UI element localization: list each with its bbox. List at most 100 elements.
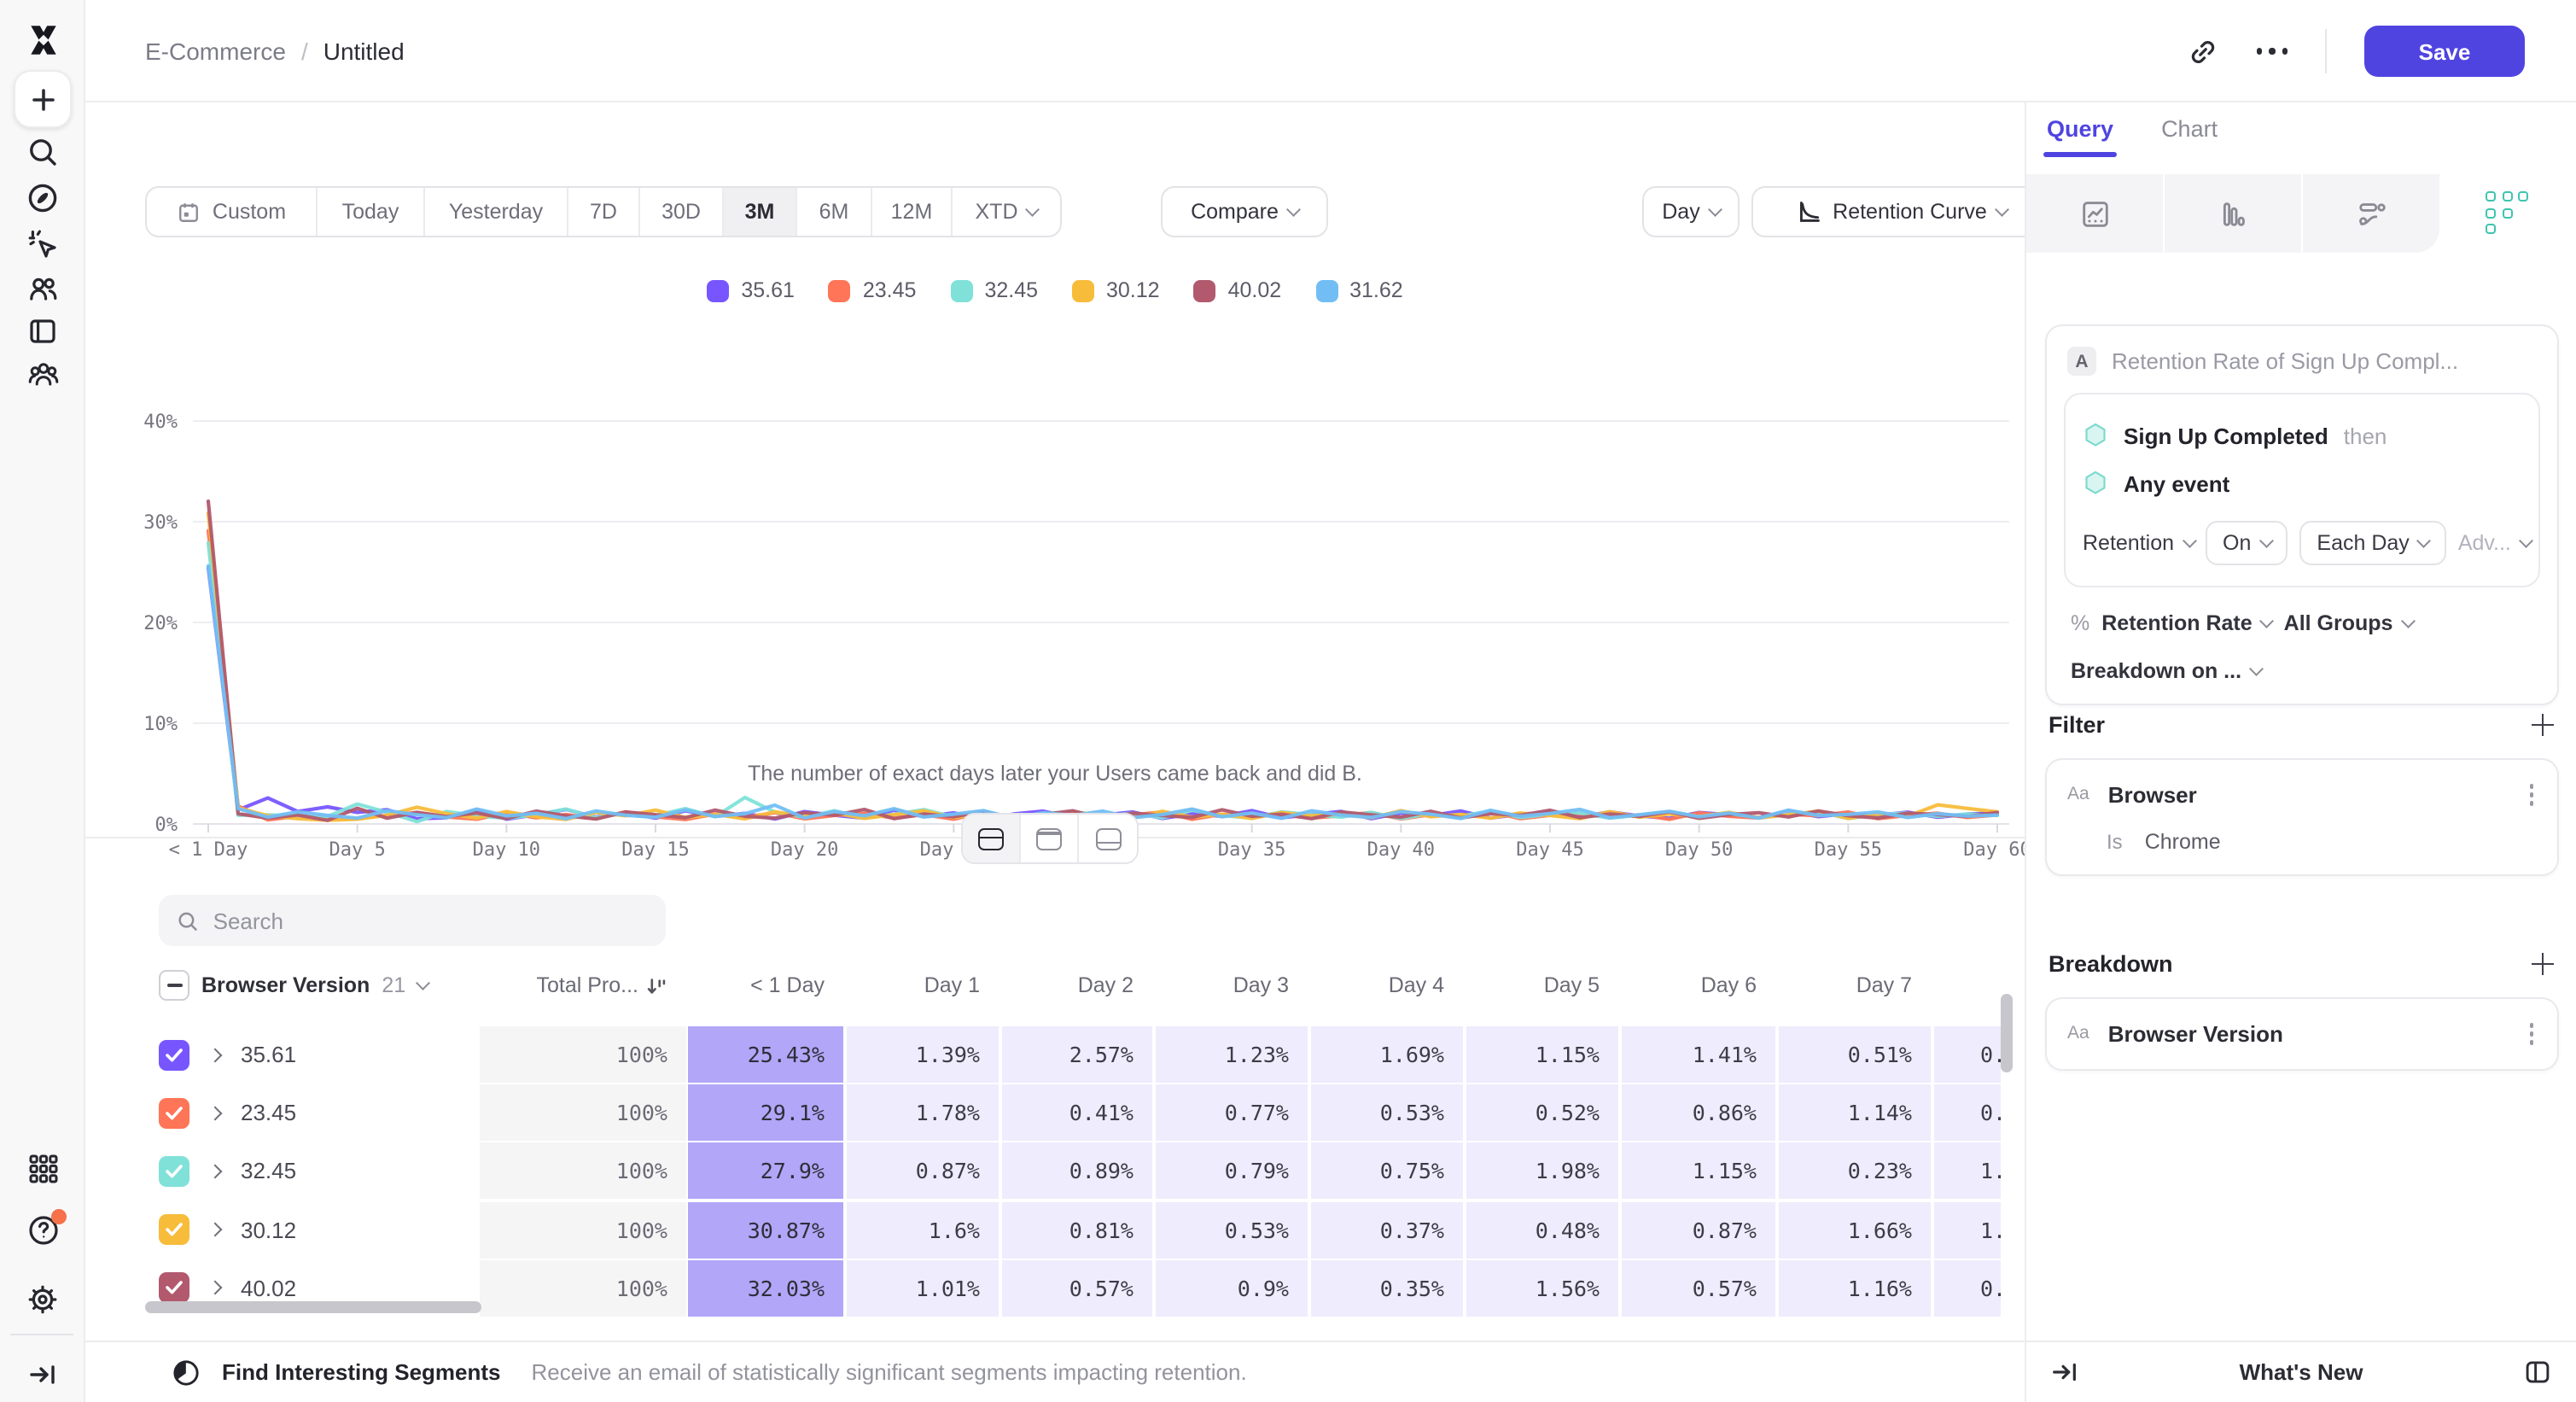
link-icon[interactable]	[2186, 35, 2218, 67]
whats-new-link[interactable]: What's New	[2239, 1359, 2363, 1385]
advanced-dropdown[interactable]: Adv...	[2458, 531, 2533, 555]
column-header-day-1[interactable]: Day 1	[924, 973, 980, 997]
row-checkbox[interactable]	[159, 1155, 189, 1187]
column-header--1-day[interactable]: < 1 Day	[750, 973, 825, 997]
column-header-day-2[interactable]: Day 2	[1077, 973, 1134, 997]
breakdown-on-dropdown[interactable]: Breakdown on ...	[2071, 659, 2264, 683]
help-icon[interactable]	[0, 1207, 85, 1252]
date-range-6m[interactable]: 6M	[797, 188, 872, 236]
breadcrumb-page[interactable]: Untitled	[323, 38, 405, 65]
legend-item-23.45[interactable]: 23.45	[828, 278, 916, 302]
expand-row-icon[interactable]	[207, 1047, 223, 1062]
groups-dropdown[interactable]: All Groups	[2284, 611, 2415, 635]
find-segments-link[interactable]: Find Interesting Segments	[222, 1359, 501, 1385]
flows-icon[interactable]	[2303, 174, 2439, 253]
horizontal-scrollbar[interactable]	[145, 1301, 481, 1313]
table-view-button[interactable]	[1079, 815, 1137, 862]
each-day-dropdown[interactable]: Each Day	[2299, 521, 2446, 565]
create-plus-button[interactable]	[14, 70, 72, 128]
search-input[interactable]	[213, 908, 649, 933]
split-view-button[interactable]	[963, 815, 1021, 862]
clause-title[interactable]: Retention Rate of Sign Up Compl...	[2112, 348, 2459, 374]
filter-value[interactable]: Chrome	[2144, 829, 2221, 853]
more-ellipsis-icon[interactable]	[2256, 48, 2288, 55]
expand-row-icon[interactable]	[207, 1105, 223, 1120]
insights-line-icon[interactable]	[2026, 174, 2165, 253]
cohorts-icon[interactable]	[0, 352, 85, 396]
collapse-arrow-icon[interactable]	[0, 1352, 85, 1397]
column-header-day-6[interactable]: Day 6	[1700, 973, 1757, 997]
legend-item-40.02[interactable]: 40.02	[1193, 278, 1281, 302]
date-range-12m[interactable]: 12M	[872, 188, 953, 236]
row-checkbox[interactable]	[159, 1214, 189, 1246]
legend-item-35.61[interactable]: 35.61	[707, 278, 795, 302]
layout-columns-icon[interactable]	[2523, 1358, 2552, 1387]
date-range-today[interactable]: Today	[318, 188, 425, 236]
search-icon[interactable]	[0, 130, 85, 174]
breakdown-card: Aa Browser Version	[2045, 997, 2559, 1070]
legend-item-30.12[interactable]: 30.12	[1072, 278, 1160, 302]
gear-icon[interactable]	[0, 1277, 85, 1322]
event-step-1[interactable]: Sign Up Completed then	[2083, 412, 2521, 459]
breakdown-property[interactable]: Browser Version	[2107, 1020, 2283, 1047]
collapse-panel-icon[interactable]	[2050, 1358, 2079, 1387]
event-step-2[interactable]: Any event	[2083, 459, 2521, 507]
expand-row-icon[interactable]	[207, 1222, 223, 1237]
apps-grid-icon[interactable]	[0, 1146, 85, 1190]
save-button[interactable]: Save	[2364, 26, 2525, 77]
column-header-total-pro-[interactable]: Total Pro...	[480, 967, 686, 1004]
table-cell: 1.15%	[1466, 1026, 1618, 1083]
table-cell: 0.75%	[1311, 1142, 1463, 1200]
breadcrumb-section[interactable]: E-Commerce	[145, 38, 286, 65]
cursor-sparkle-icon[interactable]	[0, 222, 85, 266]
breakdown-section-header: Breakdown	[2049, 951, 2554, 977]
column-header-day-7[interactable]: Day 7	[1856, 973, 1912, 997]
row-checkbox[interactable]	[159, 1097, 189, 1129]
on-dropdown[interactable]: On	[2206, 521, 2288, 565]
column-header-day-3[interactable]: Day 3	[1233, 973, 1289, 997]
granularity-dropdown[interactable]: Day	[1642, 186, 1740, 237]
add-breakdown-button[interactable]	[2532, 953, 2554, 975]
mixpanel-logo[interactable]	[0, 17, 85, 61]
kebab-menu-icon[interactable]	[2526, 780, 2537, 809]
table-cell: 1.01%	[847, 1259, 999, 1317]
rate-dropdown[interactable]: Retention Rate	[2101, 611, 2274, 635]
legend-item-31.62[interactable]: 31.62	[1315, 278, 1403, 302]
filter-property[interactable]: Browser	[2107, 781, 2197, 808]
boards-icon[interactable]	[0, 309, 85, 353]
users-icon[interactable]	[0, 266, 85, 311]
expand-row-icon[interactable]	[207, 1164, 223, 1179]
row-checkbox[interactable]	[159, 1272, 189, 1304]
date-range-custom[interactable]: Custom	[147, 188, 318, 236]
column-header-day-5[interactable]: Day 5	[1543, 973, 1600, 997]
table-cell: 0.53%	[1311, 1084, 1463, 1142]
date-range-xtd[interactable]: XTD	[953, 188, 1060, 236]
vertical-scrollbar[interactable]	[2001, 994, 2013, 1072]
chevron-down-icon[interactable]	[415, 976, 429, 990]
retention-type-dropdown[interactable]: Retention	[2083, 531, 2196, 555]
tab-chart[interactable]: Chart	[2161, 116, 2218, 142]
legend-item-32.45[interactable]: 32.45	[950, 278, 1038, 302]
date-range-30d[interactable]: 30D	[640, 188, 724, 236]
expand-row-icon[interactable]	[207, 1281, 223, 1296]
funnels-bars-icon[interactable]	[2165, 174, 2303, 253]
kebab-menu-icon[interactable]	[2526, 1019, 2537, 1048]
column-header-day-4[interactable]: Day 4	[1388, 973, 1444, 997]
date-range-7d[interactable]: 7D	[568, 188, 640, 236]
add-filter-button[interactable]	[2532, 714, 2554, 736]
group-header-label[interactable]: Browser Version	[201, 973, 370, 997]
chart-type-dropdown[interactable]: Retention Curve	[1751, 186, 2025, 237]
retention-dots-icon[interactable]	[2439, 174, 2576, 253]
table-cell: 1.69%	[1311, 1026, 1463, 1083]
header-checkbox[interactable]	[159, 970, 189, 1001]
date-range-yesterday[interactable]: Yesterday	[425, 188, 568, 236]
clause-badge: A	[2067, 347, 2096, 376]
chart-view-button[interactable]	[1021, 815, 1079, 862]
compass-icon[interactable]	[0, 176, 85, 220]
row-checkbox[interactable]	[159, 1039, 189, 1070]
table-cell: 30.87%	[688, 1201, 843, 1259]
date-range-3m[interactable]: 3M	[724, 188, 797, 236]
filter-operator[interactable]: Is	[2107, 829, 2123, 853]
tab-query[interactable]: Query	[2043, 116, 2118, 157]
compare-dropdown[interactable]: Compare	[1161, 186, 1328, 237]
